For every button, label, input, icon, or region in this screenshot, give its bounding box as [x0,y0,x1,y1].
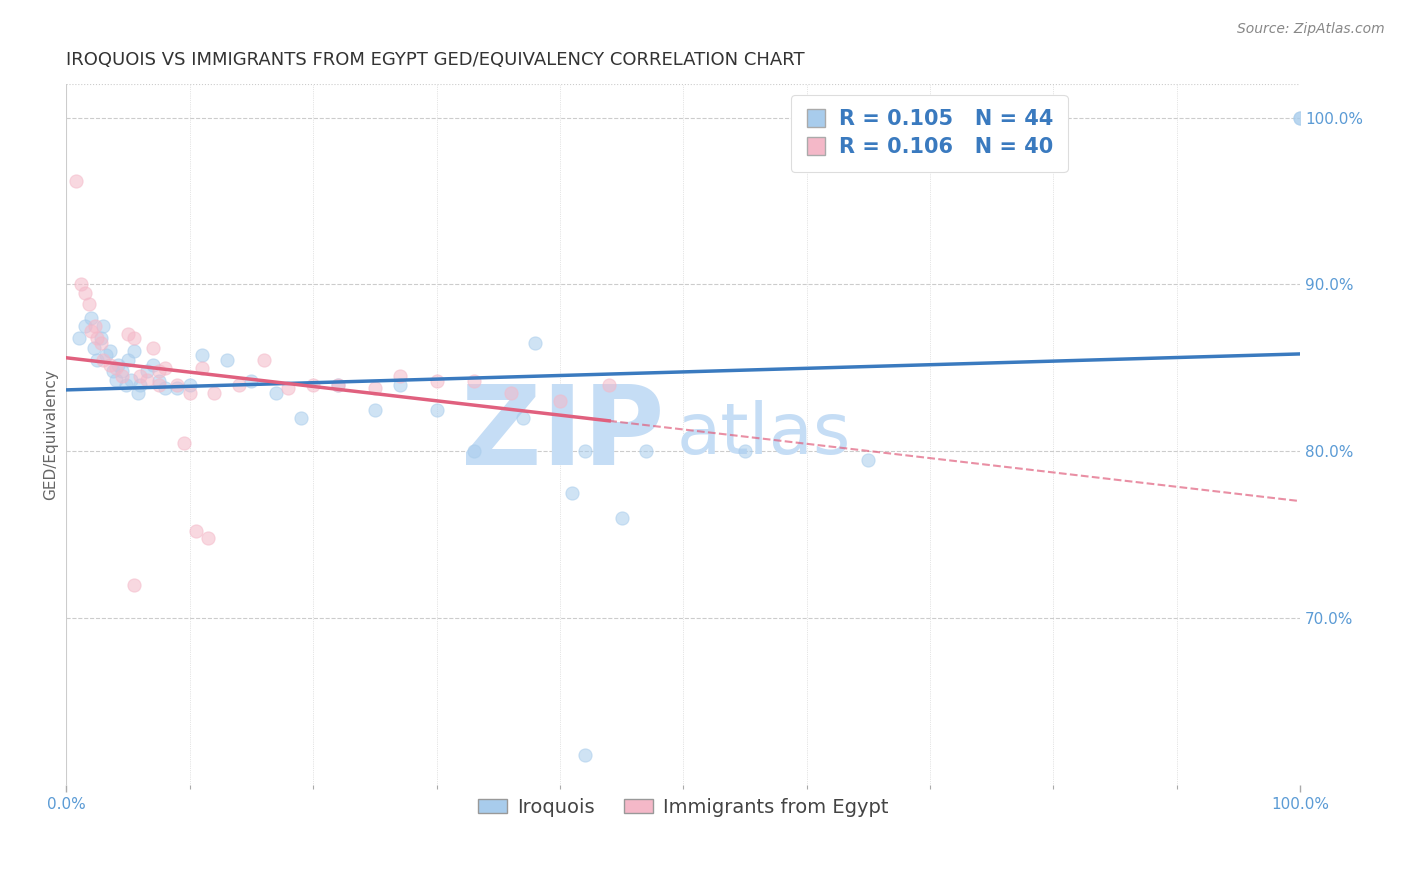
Point [153,381,176,395]
Point [135,364,157,378]
Point [574,444,596,458]
Point [117,327,139,342]
Point [135,372,157,386]
Point [302,377,325,392]
Point [93,352,115,367]
Point [114,377,136,392]
Point [90,335,112,350]
Point [148,377,170,392]
Point [463,444,485,458]
Point [103,364,125,378]
Point [204,385,226,400]
Point [129,369,152,384]
Point [86,352,108,367]
Point [73,285,96,300]
Text: Source: ZipAtlas.com: Source: ZipAtlas.com [1237,22,1385,37]
Point [166,381,188,395]
Point [142,341,165,355]
Point [184,524,207,539]
Point [524,335,547,350]
Point [179,377,201,392]
Point [67,331,90,345]
Point [148,374,170,388]
Point [610,511,633,525]
Point [179,385,201,400]
Point [127,385,149,400]
Point [111,369,134,384]
Legend: Iroquois, Immigrants from Egypt: Iroquois, Immigrants from Egypt [471,790,896,824]
Point [388,369,411,384]
Point [253,352,276,367]
Point [117,352,139,367]
Point [73,319,96,334]
Point [191,360,214,375]
Point [734,444,756,458]
Point [166,377,188,392]
Point [425,402,447,417]
Point [65,174,87,188]
Point [83,319,105,334]
Point [1289,111,1312,125]
Point [142,358,165,372]
Point [124,344,146,359]
Text: ZIP: ZIP [461,381,665,488]
Text: IROQUOIS VS IMMIGRANTS FROM EGYPT GED/EQUIVALENCY CORRELATION CHART: IROQUOIS VS IMMIGRANTS FROM EGYPT GED/EQ… [66,51,806,69]
Point [364,402,387,417]
Point [86,331,108,345]
Point [326,377,349,392]
Point [173,436,195,450]
Point [77,297,100,311]
Point [120,372,142,386]
Point [463,374,485,388]
Point [858,452,880,467]
Point [191,347,214,361]
Point [129,377,152,392]
Point [98,358,121,372]
Point [240,374,263,388]
Point [111,364,134,378]
Point [228,377,250,392]
Point [561,486,583,500]
Point [153,360,176,375]
Point [548,394,571,409]
Point [70,277,93,292]
Point [574,748,596,763]
Text: atlas: atlas [678,401,852,469]
Point [148,364,170,378]
Point [499,385,522,400]
Point [197,531,219,545]
Point [124,331,146,345]
Point [326,377,349,392]
Point [93,319,115,334]
Point [124,578,146,592]
Point [94,347,117,361]
Point [107,358,129,372]
Point [80,324,103,338]
Point [264,385,287,400]
Point [83,341,105,355]
Point [104,360,127,375]
Point [98,344,121,359]
Point [388,377,411,392]
Point [80,310,103,325]
Point [290,411,312,425]
Point [364,381,387,395]
Point [636,444,658,458]
Point [425,374,447,388]
Point [512,411,534,425]
Point [104,372,127,386]
Point [215,352,238,367]
Point [90,331,112,345]
Y-axis label: GED/Equivalency: GED/Equivalency [44,369,58,500]
Point [598,377,620,392]
Point [1289,111,1312,125]
Point [277,381,299,395]
